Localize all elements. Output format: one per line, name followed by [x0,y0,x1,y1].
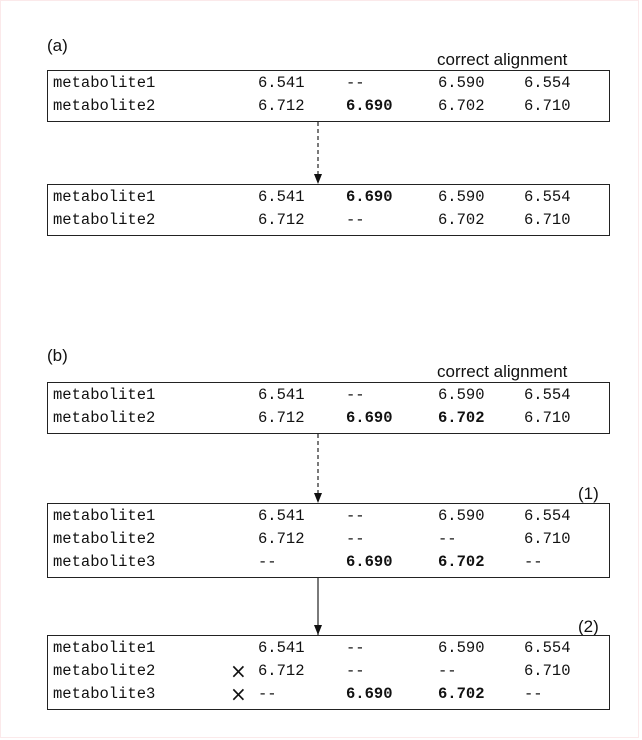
b-step1-row-2-name: metabolite2 [53,530,156,548]
b-step2-row-3-col-3: 6.702 [438,685,485,703]
b-step1-row-1-col-4: 6.554 [524,507,571,525]
b-step1-row-3-col-4: -- [524,553,543,571]
b-step1-row-3-col-3: 6.702 [438,553,485,571]
b-step1-row-1-col-1: 6.541 [258,507,305,525]
b-step2-row-2-cross-icon: × [230,659,247,683]
b-step1-row-2-col-3: -- [438,530,457,548]
step-1-label: (1) [578,484,599,503]
b-step1-row-2-col-4: 6.710 [524,530,571,548]
b-top-row-1-col-1: 6.541 [258,386,305,404]
b-step2-row-2-col-1: 6.712 [258,662,305,680]
a-bottom-row-1-col-4: 6.554 [524,188,571,206]
a-bottom-row-1-col-2: 6.690 [346,188,393,206]
b-step1-row-1-name: metabolite1 [53,507,156,525]
a-bottom-row-2-col-3: 6.702 [438,211,485,229]
b-step2-row-3-cross-icon: × [230,682,247,706]
panel-a-top-table [47,70,610,122]
b-step2-row-2-col-3: -- [438,662,457,680]
a-top-row-1-col-3: 6.590 [438,74,485,92]
b-top-row-2-col-1: 6.712 [258,409,305,427]
a-top-row-2-col-1: 6.712 [258,97,305,115]
panel-b-top-table [47,382,610,434]
b-top-row-1-col-2: -- [346,386,365,404]
b-top-row-2-col-3: 6.702 [438,409,485,427]
a-top-row-2-col-2: 6.690 [346,97,393,115]
a-top-row-2-col-3: 6.702 [438,97,485,115]
a-top-row-1-col-1: 6.541 [258,74,305,92]
b-step2-row-2-col-4: 6.710 [524,662,571,680]
panel-a-label: (a) [47,36,68,55]
b-step1-row-2-col-1: 6.712 [258,530,305,548]
a-top-row-2-col-4: 6.710 [524,97,571,115]
b-step2-row-2-col-2: -- [346,662,365,680]
b-top-row-1-col-3: 6.590 [438,386,485,404]
b-step2-row-3-col-1: -- [258,685,277,703]
b-step1-row-1-col-2: -- [346,507,365,525]
b-step2-row-1-col-1: 6.541 [258,639,305,657]
a-top-row-1-col-4: 6.554 [524,74,571,92]
panel-b-step2-table [47,635,610,710]
a-bottom-row-2-name: metabolite2 [53,211,156,229]
a-bottom-row-1-name: metabolite1 [53,188,156,206]
panel-b-caption: correct alignment [437,362,568,381]
b-step2-row-1-name: metabolite1 [53,639,156,657]
a-bottom-row-1-col-1: 6.541 [258,188,305,206]
b-step2-row-3-name: metabolite3 [53,685,156,703]
a-bottom-row-2-col-2: -- [346,211,365,229]
a-bottom-row-2-col-4: 6.710 [524,211,571,229]
b-step1-row-3-name: metabolite3 [53,553,156,571]
b-step1-row-2-col-2: -- [346,530,365,548]
panel-b-step1-table [47,503,610,578]
b-top-row-2-col-2: 6.690 [346,409,393,427]
b-step2-row-1-col-4: 6.554 [524,639,571,657]
panel-a-caption: correct alignment [437,50,568,69]
a-top-row-1-name: metabolite1 [53,74,156,92]
a-bottom-row-2-col-1: 6.712 [258,211,305,229]
b-top-row-1-col-4: 6.554 [524,386,571,404]
step-2-label: (2) [578,617,599,636]
b-step1-row-3-col-2: 6.690 [346,553,393,571]
b-top-row-2-col-4: 6.710 [524,409,571,427]
b-step2-row-1-col-3: 6.590 [438,639,485,657]
a-top-row-1-col-2: -- [346,74,365,92]
b-step1-row-3-col-1: -- [258,553,277,571]
b-top-row-2-name: metabolite2 [53,409,156,427]
b-step1-row-1-col-3: 6.590 [438,507,485,525]
b-step2-row-1-col-2: -- [346,639,365,657]
b-step2-row-3-col-4: -- [524,685,543,703]
b-step2-row-2-name: metabolite2 [53,662,156,680]
b-step2-row-3-col-2: 6.690 [346,685,393,703]
a-bottom-row-1-col-3: 6.590 [438,188,485,206]
panel-a-bottom-table [47,184,610,236]
a-top-row-2-name: metabolite2 [53,97,156,115]
panel-b-label: (b) [47,346,68,365]
b-top-row-1-name: metabolite1 [53,386,156,404]
